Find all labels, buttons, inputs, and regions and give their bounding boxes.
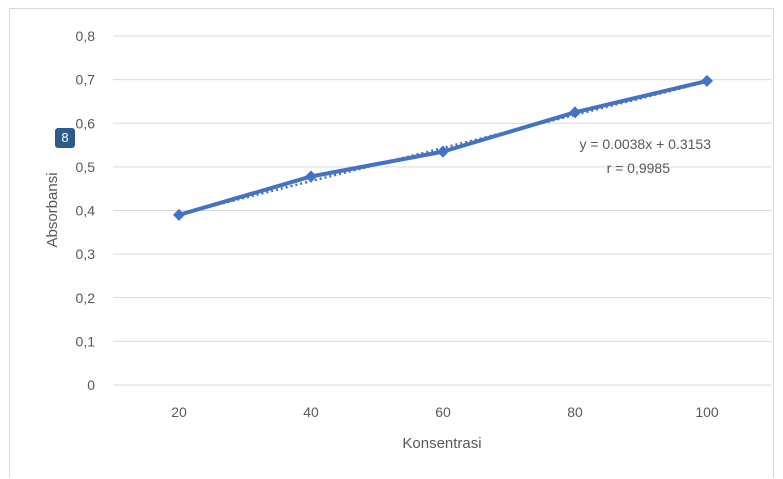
x-tick-label: 60 [435,404,451,420]
gridlines [113,35,771,386]
series-group [173,74,713,221]
y-tick-label: 0,6 [76,115,96,131]
trendline [178,80,708,216]
x-tick-label: 100 [695,404,719,420]
y-tick-label: 0 [87,377,95,393]
badge: 8 [55,128,75,148]
y-tick-label: 0,7 [76,72,96,88]
y-tick-label: 0,3 [76,246,96,262]
data-point [701,74,713,87]
x-tick-label: 40 [303,404,319,420]
correlation-label: r = 0,9985 [607,160,671,176]
x-axis-ticks: 20 40 60 80 100 [171,404,719,420]
chart-frame [9,8,774,478]
data-point [305,170,317,183]
y-axis-ticks: 0 0,1 0,2 0,3 0,4 0,5 0,6 0,7 0,8 [76,28,96,393]
data-point [437,145,449,158]
y-tick-label: 0,5 [76,159,96,175]
trendline-group [178,80,708,216]
y-tick-label: 0,8 [76,28,96,44]
y-tick-label: 0,2 [76,290,96,306]
y-axis-title: Absorbansi [44,172,61,247]
x-axis-title: Konsentrasi [402,435,481,452]
y-tick-label: 0,4 [76,203,96,219]
trendline-equation: y = 0.0038x + 0.3153 [579,136,711,152]
data-point [173,208,185,221]
data-point [569,106,581,119]
x-tick-label: 80 [567,404,583,420]
y-tick-label: 0,1 [76,333,96,349]
x-tick-label: 20 [171,404,187,420]
